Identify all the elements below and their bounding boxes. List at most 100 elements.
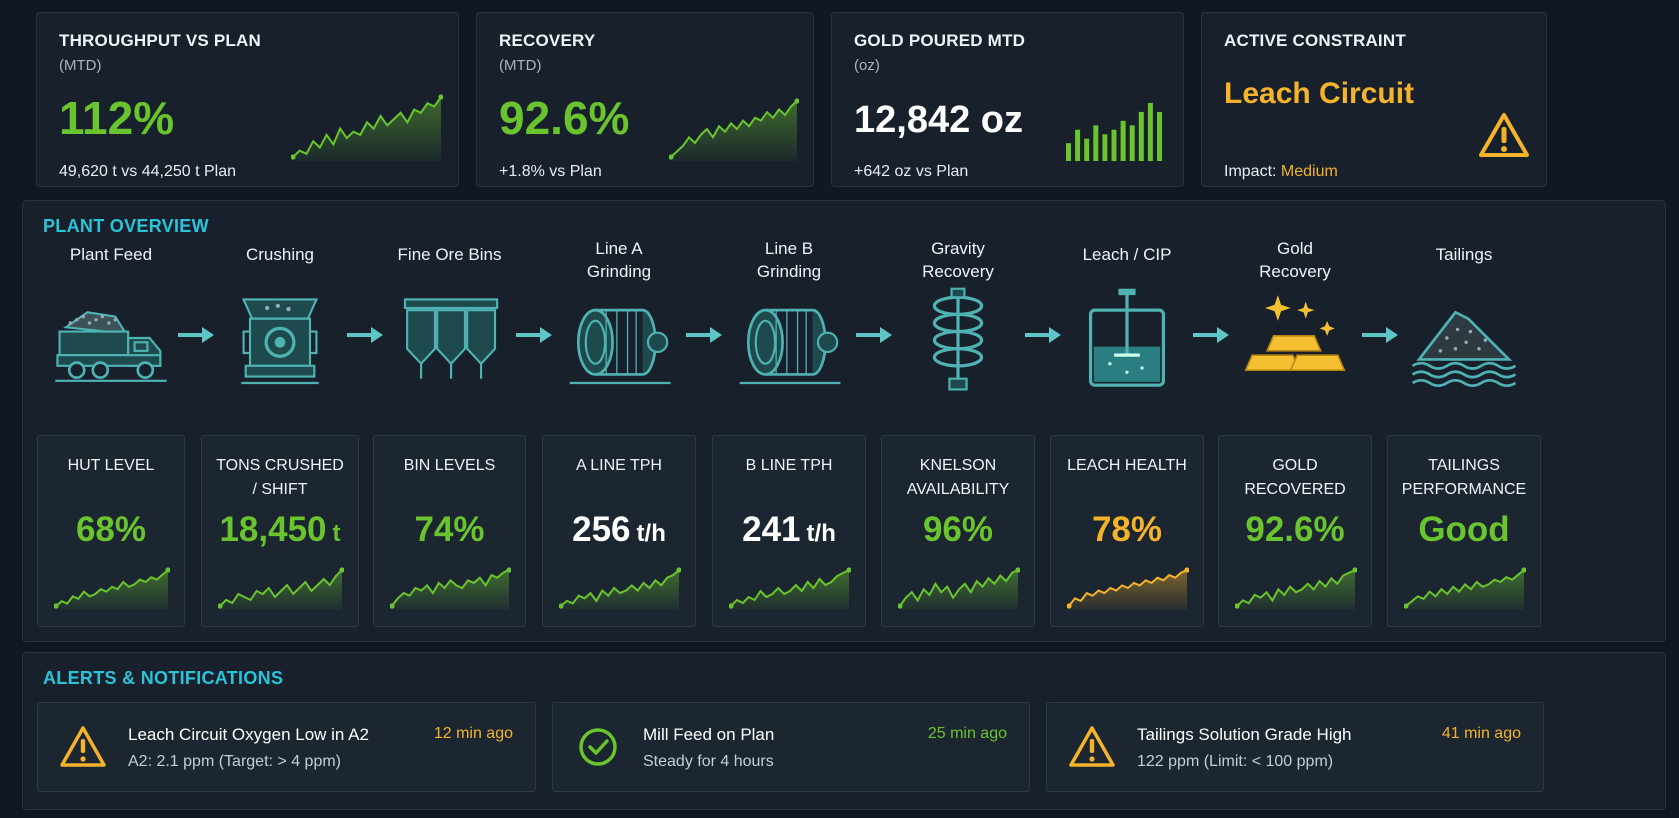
plant-overview-panel: PLANT OVERVIEW Plant Feed Crushing Fine … (22, 200, 1666, 642)
stage-label: Gold Recovery (1220, 237, 1370, 283)
stage-label-line: Gold (1277, 239, 1313, 258)
stage-label-line: Line B (764, 239, 814, 258)
check-circle-icon (579, 728, 617, 766)
alert-desc: Steady for 4 hours (643, 753, 774, 770)
alert-item[interactable]: Tailings Solution Grade High 122 ppm (Lim… (1046, 702, 1544, 792)
warning-icon (1069, 726, 1115, 767)
bar (1066, 143, 1071, 161)
stage-label-line: Fine Ore Bins (397, 245, 502, 264)
sparkline-area (561, 570, 679, 610)
throughput-sparkline (291, 94, 443, 161)
warning-icon (60, 726, 106, 767)
metric-label: GOLD RECOVERED (1219, 454, 1371, 502)
metric-number: 18,450 (219, 510, 327, 549)
metric-value: 241 t/h (713, 510, 865, 554)
sparkline-line (670, 100, 798, 158)
metric-label-line: B LINE TPH (745, 457, 833, 474)
alerts-panel: ALERTS & NOTIFICATIONS Leach Circuit Oxy… (22, 652, 1666, 810)
sparkline-area (56, 570, 168, 610)
metric-number: Good (1418, 510, 1510, 549)
kpi-card-throughput[interactable]: THROUGHPUT VS PLAN (MTD) 112% 49,620 t v… (36, 12, 459, 187)
kpi-note: 49,620 t vs 44,250 t Plan (59, 163, 237, 180)
metric-sparkline (1235, 567, 1357, 610)
stage-label: Plant Feed (36, 243, 186, 266)
metric-card[interactable]: HUT LEVEL 68% (37, 435, 185, 627)
kpi-title: ACTIVE CONSTRAINT (1224, 31, 1406, 50)
stage-label-line: Grinding (756, 262, 822, 281)
metric-card[interactable]: KNELSON AVAILABILITY 96% (881, 435, 1035, 627)
gold-bars-icon (1244, 295, 1346, 371)
metric-number: 241 (742, 510, 801, 549)
metric-card[interactable]: LEACH HEALTH 78% (1050, 435, 1204, 627)
metric-card[interactable]: BIN LEVELS 74% (373, 435, 526, 627)
kpi-subtitle: (oz) (854, 57, 880, 74)
flow-arrow-icon (1024, 327, 1061, 343)
metric-value: 96% (882, 510, 1034, 550)
metric-card[interactable]: A LINE TPH 256 t/h (542, 435, 696, 627)
sparkline-point (1404, 603, 1409, 609)
metric-unit: t (332, 520, 341, 547)
metric-card[interactable]: GOLD RECOVERED 92.6% (1218, 435, 1372, 627)
metric-unit: t/h (636, 520, 666, 547)
sparkline-point (1015, 567, 1020, 573)
metric-label-line: AVAILABILITY (906, 481, 1010, 498)
stage-label-line: Plant Feed (69, 245, 153, 264)
metric-label: LEACH HEALTH (1051, 454, 1203, 478)
metric-value: 256 t/h (543, 510, 695, 554)
sparkline-point (669, 154, 674, 160)
metric-label: B LINE TPH (713, 454, 865, 478)
sparkline-point (729, 603, 734, 609)
sparkline-line (391, 569, 510, 607)
metric-label-line: PERFORMANCE (1401, 481, 1527, 498)
recovery-sparkline (669, 98, 799, 161)
sparkline-point (676, 567, 681, 573)
alert-desc: 122 ppm (Limit: < 100 ppm) (1137, 753, 1334, 770)
metric-number: 74% (414, 510, 485, 549)
stage-label-line: Recovery (922, 262, 994, 281)
spiral-concentrator-icon (932, 287, 984, 391)
bar (1129, 125, 1135, 161)
kpi-card-active-constraint[interactable]: ACTIVE CONSTRAINT Leach Circuit Impact: … (1201, 12, 1547, 187)
stage-label-line: Leach / CIP (1082, 245, 1172, 264)
metric-sparkline (390, 567, 511, 610)
sparkline-line (55, 569, 169, 607)
metric-label-line: KNELSON (919, 457, 997, 474)
sparkline-point (898, 603, 903, 609)
metric-sparkline (1067, 567, 1189, 610)
sparkline-line (1405, 569, 1525, 607)
sparkline-point (218, 603, 223, 609)
flow-arrow-icon (516, 327, 553, 343)
metric-card[interactable]: TONS CRUSHED / SHIFT 18,450 t (201, 435, 359, 627)
bar (1093, 125, 1099, 161)
sparkline-line (560, 569, 680, 607)
section-title: PLANT OVERVIEW (43, 216, 209, 236)
sparkline-line (899, 569, 1019, 607)
metric-value: Good (1388, 510, 1540, 550)
metric-label-line: TAILINGS (1428, 457, 1500, 474)
flow-arrow-icon (177, 327, 214, 343)
alert-item[interactable]: Leach Circuit Oxygen Low in A2 A2: 2.1 pp… (37, 702, 536, 792)
stage-label-line: Tailings (1435, 245, 1493, 264)
kpi-card-recovery[interactable]: RECOVERY (MTD) 92.6% +1.8% vs Plan (476, 12, 814, 187)
metric-card[interactable]: TAILINGS PERFORMANCE Good (1387, 435, 1541, 627)
metric-sparkline (54, 567, 170, 610)
grinding-mill-icon (739, 308, 841, 385)
alert-item[interactable]: Mill Feed on Plan Steady for 4 hours 25 mi… (552, 702, 1030, 792)
kpi-subtitle: (MTD) (499, 57, 542, 74)
bar (1147, 103, 1153, 161)
kpi-value: 112% (59, 92, 175, 144)
metric-label-line: BIN LEVELS (403, 457, 496, 474)
stage-label: Tailings (1389, 243, 1539, 266)
stage-label: Line A Grinding (544, 237, 694, 283)
kpi-title: GOLD POURED MTD (854, 31, 1026, 50)
alert-time: 25 min ago (927, 725, 1007, 742)
metric-value: 92.6% (1219, 510, 1371, 550)
metric-card[interactable]: B LINE TPH 241 t/h (712, 435, 866, 627)
sparkline-line (292, 96, 442, 158)
metric-value: 78% (1051, 510, 1203, 550)
kpi-value: 12,842 oz (854, 99, 1023, 141)
metric-label: TONS CRUSHED / SHIFT (202, 454, 358, 502)
bar (1084, 138, 1090, 161)
metric-number: 68% (75, 510, 147, 549)
kpi-card-gold-poured[interactable]: GOLD POURED MTD (oz) 12,842 oz +642 oz v… (831, 12, 1184, 187)
